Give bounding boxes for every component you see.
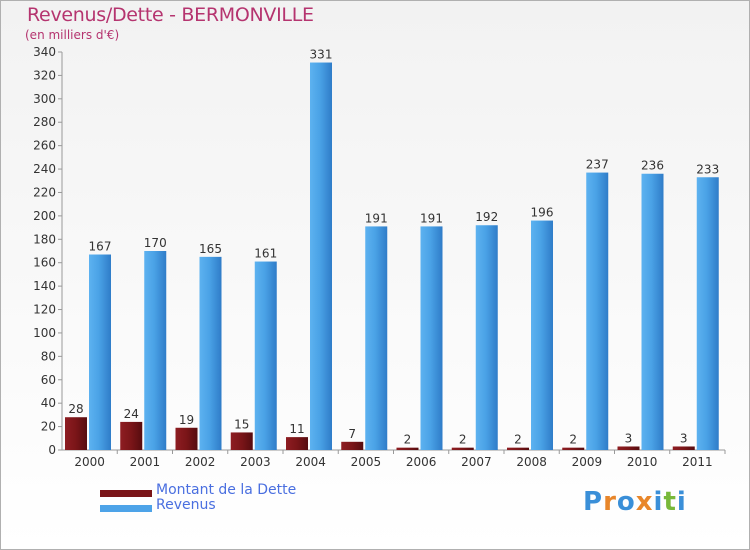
data-label-revenus-2007: 192	[475, 210, 498, 224]
y-tick-label: 100	[33, 326, 56, 340]
y-tick-label: 80	[41, 349, 56, 363]
logo-letter: i	[676, 487, 687, 517]
bar-revenus-2005	[365, 226, 388, 450]
data-label-dette-2003: 15	[234, 417, 249, 431]
bar-dette-2006	[396, 447, 419, 450]
data-label-revenus-2010: 236	[641, 159, 664, 173]
y-tick-label: 200	[33, 209, 56, 223]
bar-dette-2005	[341, 441, 364, 450]
chart-subtitle: (en milliers d'€)	[25, 28, 120, 42]
data-label-dette-2002: 19	[179, 413, 194, 427]
y-tick-label: 320	[33, 68, 56, 82]
y-tick-label: 120	[33, 303, 56, 317]
legend-swatch-revenus	[100, 505, 152, 512]
x-tick-label: 2000	[74, 455, 105, 469]
y-tick-label: 280	[33, 115, 56, 129]
x-tick-label: 2002	[185, 455, 216, 469]
legend-label-revenus: Revenus	[156, 497, 216, 513]
data-label-dette-2010: 3	[625, 431, 633, 445]
x-tick-label: 2011	[682, 455, 713, 469]
y-tick-label: 160	[33, 256, 56, 270]
chart-title: Revenus/Dette - BERMONVILLE	[27, 4, 314, 26]
data-label-revenus-2004: 331	[310, 48, 333, 62]
x-tick-label: 2007	[461, 455, 492, 469]
bar-dette-2002	[175, 427, 198, 450]
bar-dette-2007	[451, 447, 474, 450]
x-tick-label: 2003	[240, 455, 271, 469]
data-label-dette-2011: 3	[680, 431, 688, 445]
proxiti-logo: Proxiti	[583, 487, 687, 517]
bar-dette-2000	[65, 417, 87, 450]
legend-label-debt: Montant de la Dette	[156, 482, 297, 498]
bar-dette-2010	[617, 446, 640, 450]
bar-dette-2003	[230, 432, 253, 450]
data-label-revenus-2005: 191	[365, 211, 388, 225]
y-tick-label: 0	[48, 443, 56, 457]
y-tick-label: 300	[33, 92, 56, 106]
logo-letter: i	[653, 487, 664, 517]
data-label-dette-2007: 2	[459, 433, 467, 447]
logo-letter: o	[616, 487, 636, 517]
bar-dette-2009	[562, 447, 585, 450]
data-label-dette-2006: 2	[404, 433, 412, 447]
data-label-revenus-2000: 167	[89, 240, 112, 254]
bar-revenus-2011	[696, 177, 719, 451]
data-label-dette-2000: 28	[68, 402, 83, 416]
y-tick-label: 20	[41, 420, 56, 434]
bar-revenus-2004	[310, 62, 332, 451]
bar-revenus-2003	[254, 261, 277, 450]
data-label-revenus-2009: 237	[586, 158, 609, 172]
bar-dette-2008	[507, 447, 529, 450]
y-tick-label: 340	[33, 45, 56, 59]
data-label-revenus-2011: 233	[696, 162, 719, 176]
data-label-revenus-2002: 165	[199, 242, 222, 256]
logo-letter: t	[663, 487, 677, 517]
bar-revenus-2007	[475, 225, 498, 450]
bar-revenus-2000	[89, 254, 111, 450]
x-tick-label: 2010	[627, 455, 658, 469]
y-tick-label: 140	[33, 279, 56, 293]
y-tick-label: 60	[41, 373, 56, 387]
data-label-dette-2009: 2	[569, 433, 577, 447]
x-tick-label: 2001	[130, 455, 161, 469]
bar-dette-2001	[120, 421, 143, 450]
data-label-dette-2008: 2	[514, 433, 522, 447]
data-label-dette-2004: 11	[289, 422, 304, 436]
x-tick-label: 2004	[295, 455, 326, 469]
y-tick-label: 40	[41, 396, 56, 410]
legend-swatch-debt	[100, 490, 152, 497]
bar-revenus-2002	[199, 256, 222, 450]
bar-revenus-2010	[641, 173, 664, 450]
y-tick-label: 220	[33, 185, 56, 199]
data-label-revenus-2001: 170	[144, 236, 167, 250]
x-tick-label: 2009	[572, 455, 603, 469]
bar-revenus-2009	[586, 172, 609, 450]
y-tick-label: 240	[33, 162, 56, 176]
data-label-dette-2005: 7	[348, 427, 356, 441]
y-tick-label: 180	[33, 232, 56, 246]
logo-letter: x	[635, 487, 654, 517]
bar-revenus-2008	[531, 220, 553, 450]
x-tick-label: 2006	[406, 455, 437, 469]
bar-revenus-2006	[420, 226, 443, 450]
data-label-dette-2001: 24	[124, 407, 139, 421]
logo-letter: P	[583, 487, 604, 517]
data-label-revenus-2008: 196	[531, 206, 554, 220]
logo-letter: r	[603, 487, 617, 517]
x-tick-label: 2005	[351, 455, 382, 469]
y-tick-label: 260	[33, 139, 56, 153]
bar-dette-2004	[286, 437, 308, 450]
bar-revenus-2001	[144, 251, 167, 450]
data-label-revenus-2006: 191	[420, 211, 443, 225]
data-label-revenus-2003: 161	[254, 247, 277, 261]
bar-dette-2011	[672, 446, 695, 450]
x-tick-label: 2008	[516, 455, 547, 469]
